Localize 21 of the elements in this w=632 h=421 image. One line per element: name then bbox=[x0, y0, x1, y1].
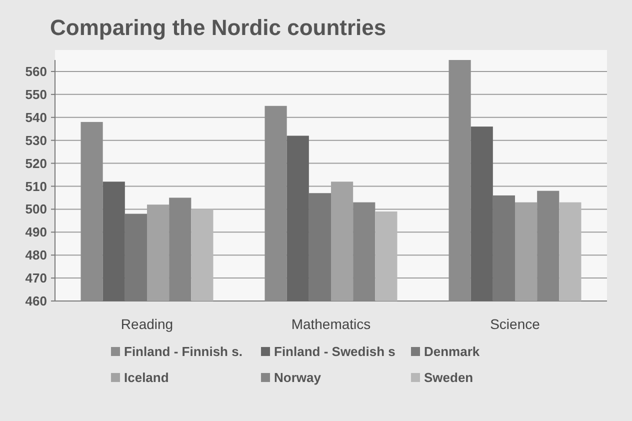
legend-label: Sweden bbox=[424, 370, 474, 385]
y-tick-label: 550 bbox=[25, 86, 47, 102]
legend-label: Finland - Swedish s bbox=[274, 344, 396, 359]
legend-label: Denmark bbox=[424, 344, 480, 359]
y-tick-label: 500 bbox=[25, 202, 47, 217]
y-tick-label: 540 bbox=[25, 110, 47, 125]
x-tick-label: Science bbox=[490, 316, 540, 332]
legend-label: Finland - Finnish s. bbox=[124, 344, 242, 359]
x-tick-label: Reading bbox=[120, 316, 174, 332]
y-tick-label: 480 bbox=[25, 248, 47, 263]
chart-title: Comparing the Nordic countries bbox=[50, 15, 386, 40]
y-tick-label: 470 bbox=[25, 270, 47, 286]
y-tick-label: 520 bbox=[25, 156, 47, 171]
y-tick-label: 490 bbox=[25, 224, 47, 240]
x-tick-label: Mathematics bbox=[291, 316, 371, 332]
y-tick-label: 560 bbox=[25, 64, 47, 80]
legend-label: Norway bbox=[274, 370, 322, 385]
y-tick-label: 510 bbox=[25, 178, 47, 194]
legend-label: Iceland bbox=[124, 370, 169, 385]
y-tick-label: 530 bbox=[25, 132, 47, 148]
y-tick-label: 460 bbox=[25, 294, 47, 309]
